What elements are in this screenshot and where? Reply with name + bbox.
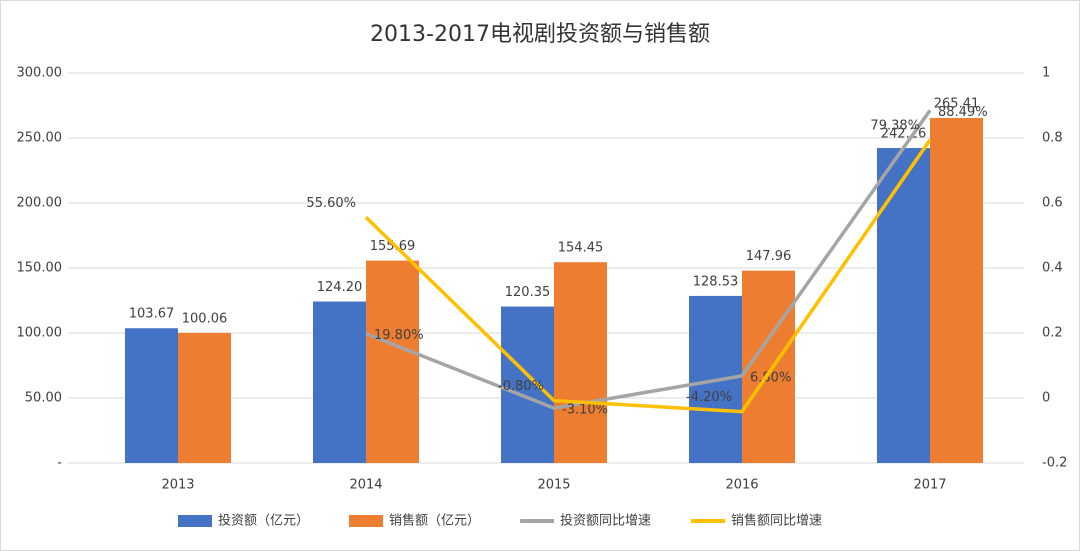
y-tick-label: 50.00: [25, 391, 62, 406]
x-tick-label: 2016: [725, 478, 758, 493]
line-value-label: 79.38%: [870, 119, 920, 134]
bar-value-label: 120.35: [505, 285, 551, 300]
y2-tick-label: -0.2: [1042, 456, 1067, 471]
line-value-label: -4.20%: [686, 390, 732, 405]
line-value-label: 55.60%: [306, 196, 356, 211]
bar: [930, 117, 983, 463]
line: [364, 139, 932, 414]
line-value-label: 88.49%: [938, 105, 988, 120]
chart-title: 2013-2017电视剧投资额与销售额: [370, 22, 710, 47]
x-tick-label: 2013: [161, 478, 194, 493]
y2-tick-label: 0.2: [1042, 326, 1063, 341]
legend-swatch: [349, 515, 384, 527]
bar: [313, 301, 366, 463]
bar: [366, 260, 419, 463]
bar-value-label: 147.96: [746, 249, 792, 264]
bar: [554, 262, 607, 463]
bar: [178, 332, 231, 463]
line-value-label: 6.80%: [750, 370, 791, 385]
y2-tick-label: 0: [1042, 391, 1050, 406]
line-value-label: -3.10%: [562, 403, 608, 418]
line-value-label: -0.80%: [498, 379, 544, 394]
y2-tick-label: 0.8: [1042, 131, 1063, 146]
bar-value-label: 155.69: [370, 239, 416, 254]
bar-value-label: 103.67: [129, 307, 175, 322]
y2-tick-label: 1: [1042, 66, 1050, 81]
y2-tick-label: 0.6: [1042, 196, 1063, 211]
legend-label: 投资额（亿元）: [218, 513, 309, 529]
y2-tick-label: 0.4: [1042, 261, 1063, 276]
x-tick-label: 2017: [913, 478, 946, 493]
legend-swatch: [178, 515, 212, 527]
bar-value-label: 265.41: [934, 96, 980, 111]
y-tick-label: 100.00: [17, 326, 63, 341]
bar: [877, 148, 930, 463]
bar: [501, 306, 554, 463]
bar-value-label: 128.53: [693, 274, 739, 289]
bar-value-label: 100.06: [182, 311, 228, 326]
y-tick-label: 300.00: [17, 66, 63, 81]
bar: [742, 270, 795, 463]
legend-label: 销售额（亿元）: [389, 513, 480, 529]
y-tick-label: 200.00: [17, 196, 63, 211]
x-tick-label: 2014: [349, 478, 382, 493]
y-tick-label: 150.00: [17, 261, 63, 276]
bar-value-label: 154.45: [558, 241, 604, 256]
line-value-label: 19.80%: [374, 328, 424, 343]
y-tick-label: -: [57, 456, 62, 471]
bar-value-label: 124.20: [317, 280, 363, 295]
line: [365, 109, 932, 410]
y-tick-label: 250.00: [17, 131, 63, 146]
legend-label: 销售额同比增速: [731, 513, 822, 529]
legend-label: 投资额同比增速: [560, 513, 651, 529]
x-tick-label: 2015: [537, 478, 570, 493]
bar: [125, 328, 178, 463]
